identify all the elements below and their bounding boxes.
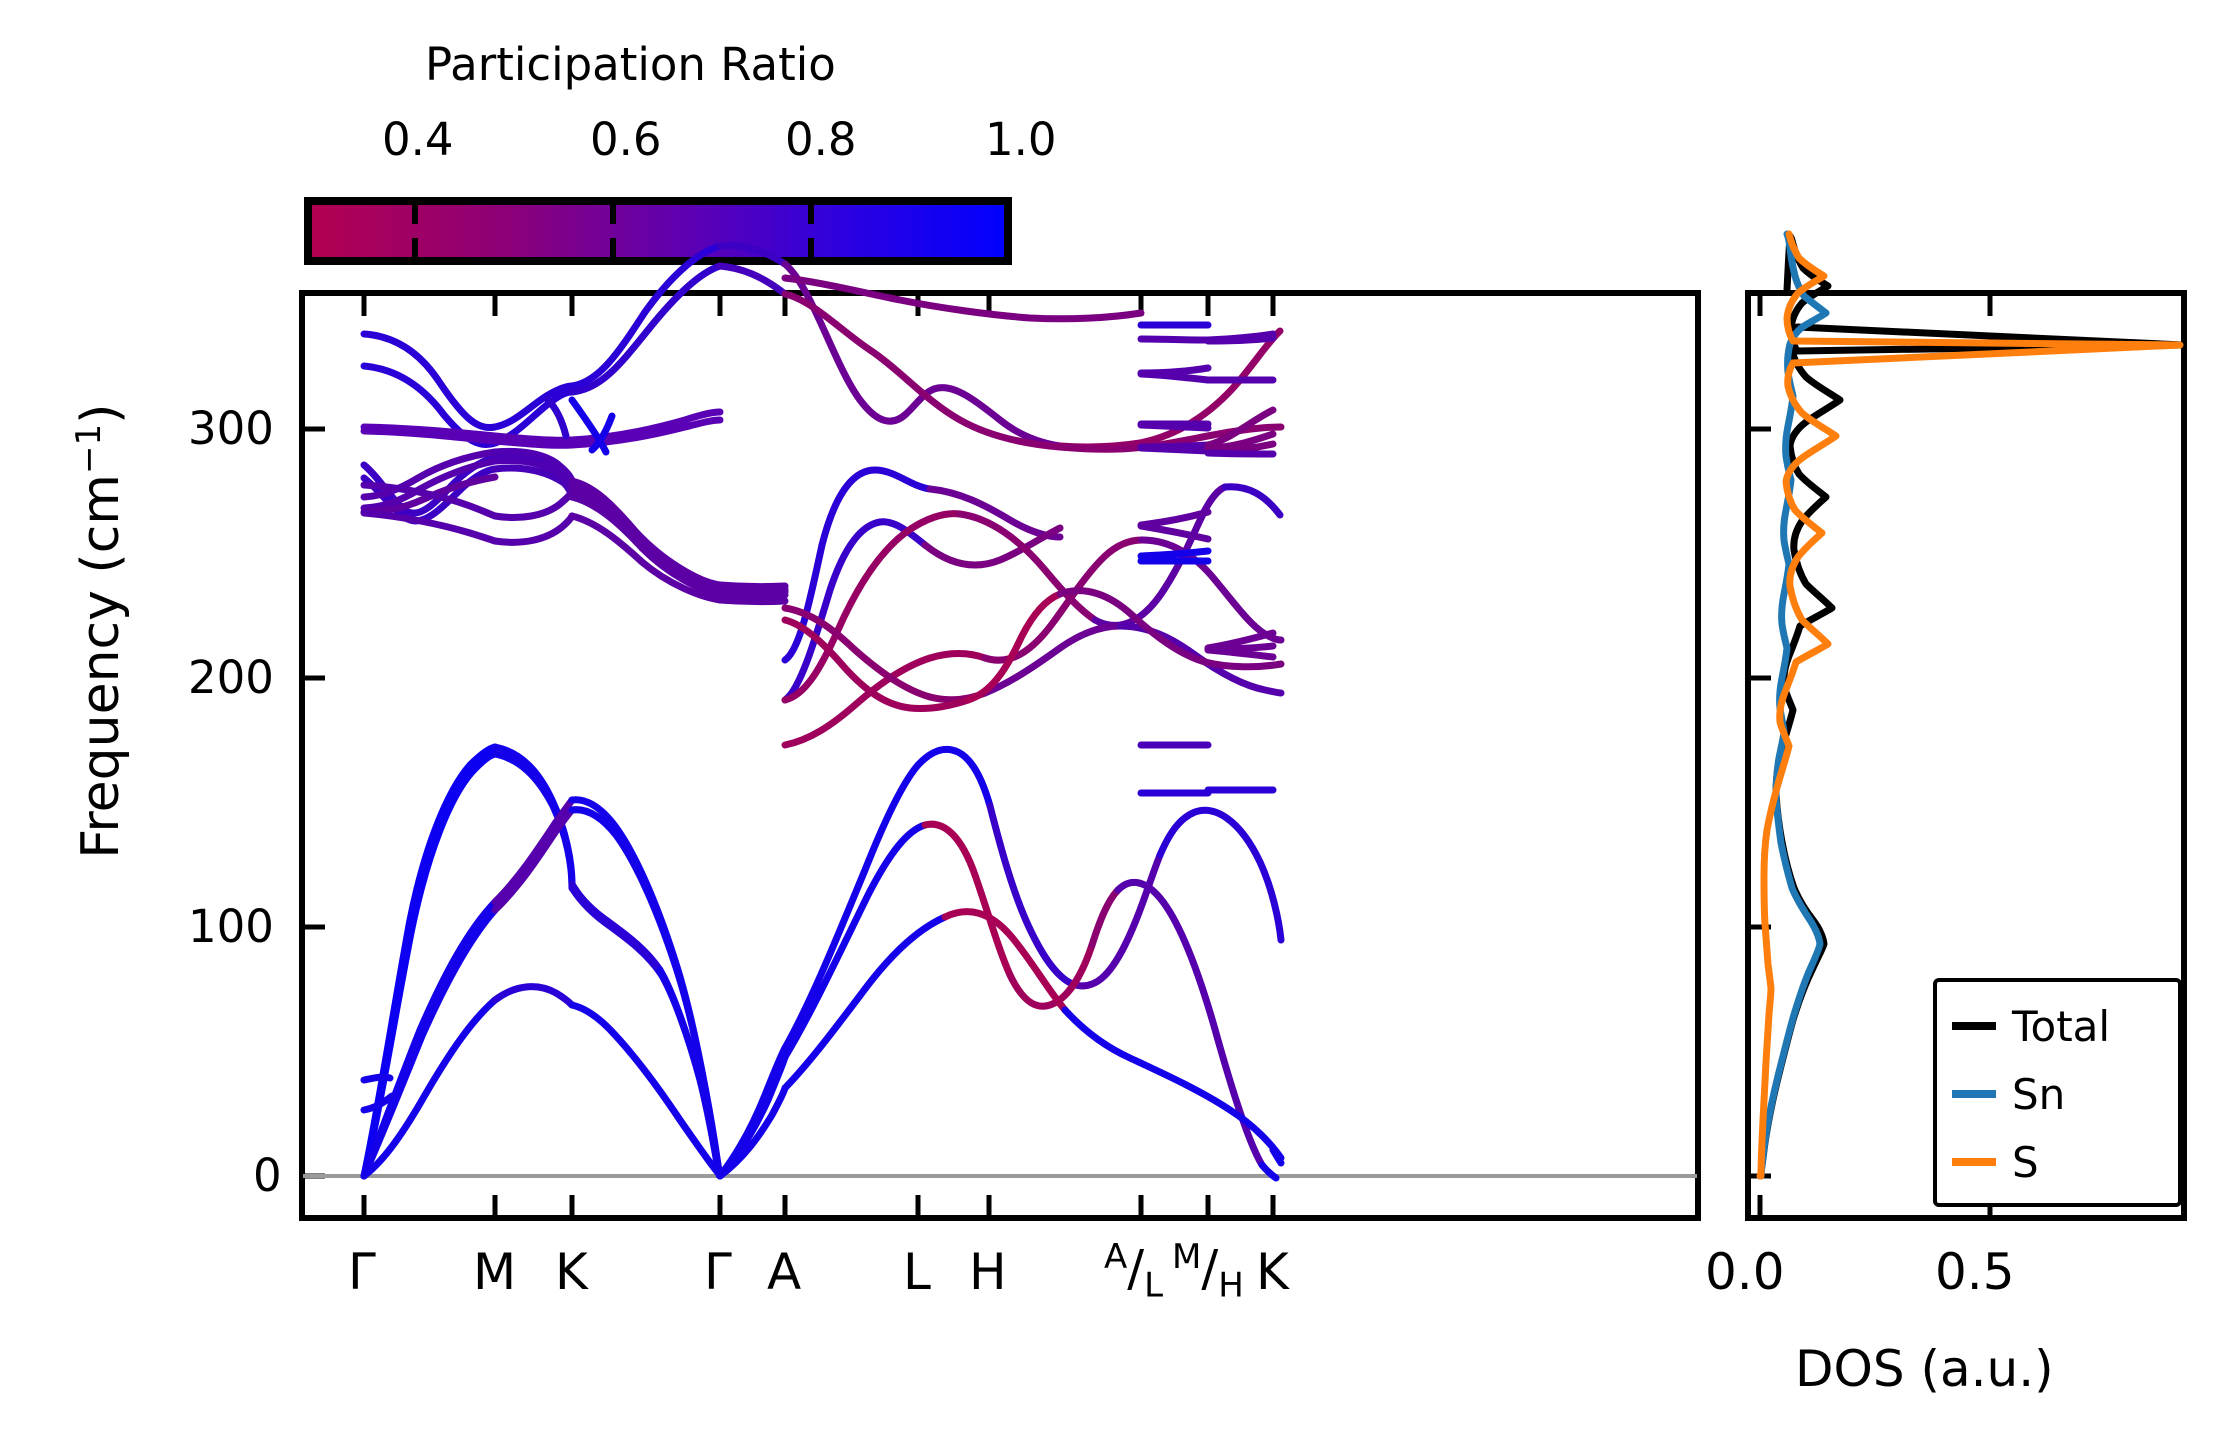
- bands-axes-frame: [299, 290, 1701, 1221]
- xtick-h-denominator: H: [1218, 1265, 1244, 1306]
- xtick-a-numerator: A: [1104, 1237, 1128, 1277]
- xtick-l-denominator: L: [1144, 1265, 1164, 1306]
- phonon-band-curves: [360, 242, 1285, 1182]
- bands-ylabel-main: Frequency (cm: [71, 474, 132, 859]
- colorbar-title: Participation Ratio: [425, 38, 836, 91]
- xtick-label-k-1: K: [555, 1243, 588, 1301]
- bands-ylabel-exponent: −1: [68, 423, 109, 475]
- dos-curves: [1756, 230, 2187, 1180]
- legend-label-sn: Sn: [2012, 1070, 2066, 1119]
- bands-ytick-label-300: 300: [188, 402, 274, 455]
- dos-s: [1756, 230, 2184, 1180]
- bands-ylabel: Frequency (cm−1): [69, 351, 131, 911]
- xtick-label-a-over-l: A/L: [1104, 1237, 1164, 1306]
- bands-ytick-label-100: 100: [188, 900, 274, 953]
- dos-xlabel: DOS (a.u.): [1795, 1340, 2054, 1398]
- xtick-m-numerator: M: [1172, 1237, 1202, 1277]
- colorbar-ticks: [412, 201, 814, 261]
- dos-xtick-label-1: 0.5: [1935, 1243, 2015, 1301]
- dos-axes-frame: [1745, 290, 2187, 1221]
- xtick-label-m-over-h: M/H: [1172, 1237, 1244, 1306]
- colorbar-tick-1: 0.6: [590, 113, 662, 166]
- xtick-label-gamma-1: Γ: [348, 1243, 376, 1301]
- xtick-label-gamma-2: Γ: [704, 1243, 732, 1301]
- bands-ytick-label-200: 200: [188, 651, 274, 704]
- bands-y-ticks: [302, 426, 325, 1179]
- legend-label-total: Total: [2012, 1002, 2111, 1051]
- dos-xtick-label-0: 0.0: [1705, 1243, 1785, 1301]
- colorbar-tick-2: 0.8: [785, 113, 857, 166]
- xtick-label-a: A: [767, 1243, 802, 1301]
- bands-ytick-label-0: 0: [253, 1149, 282, 1202]
- colorbar-frame: [304, 197, 1012, 265]
- xtick-label-l: L: [903, 1243, 931, 1301]
- xtick-label-k-2: K: [1256, 1243, 1289, 1301]
- colorbar-tick-0: 0.4: [382, 113, 454, 166]
- dos-total: [1756, 232, 2187, 1180]
- xtick-label-m: M: [473, 1243, 517, 1301]
- dos-sn: [1756, 230, 1830, 1180]
- dos-legend-box: [1933, 978, 2182, 1207]
- legend-label-s: S: [2012, 1138, 2039, 1187]
- bands-ylabel-close: ): [71, 403, 132, 424]
- colorbar-gradient: [308, 201, 1008, 261]
- xtick-label-h: H: [969, 1243, 1007, 1301]
- colorbar-tick-3: 1.0: [985, 113, 1057, 166]
